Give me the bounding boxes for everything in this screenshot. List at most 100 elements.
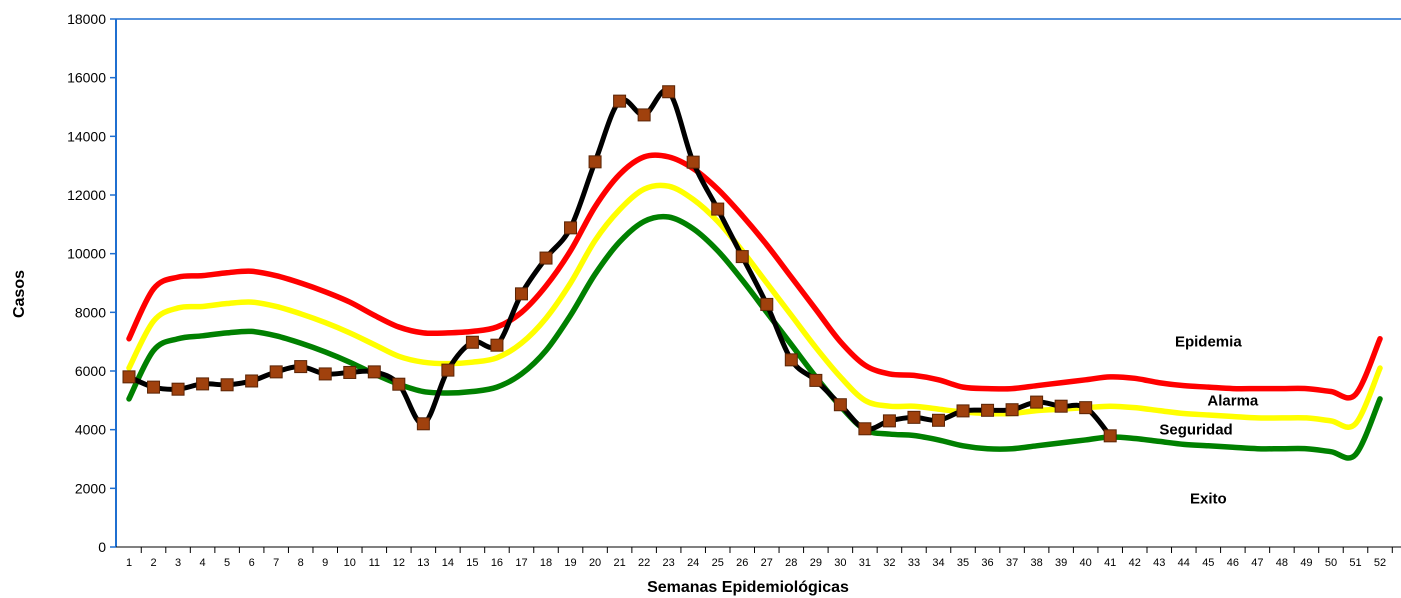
x-tick-label: 1 (126, 557, 132, 569)
y-tick-label: 4000 (75, 422, 106, 438)
casos-point (147, 380, 161, 394)
x-tick-label: 36 (981, 557, 993, 569)
casos-point (367, 365, 381, 379)
x-tick-label: 9 (322, 557, 328, 569)
x-tick-label: 49 (1300, 557, 1312, 569)
x-tick-label: 4 (200, 557, 206, 569)
x-tick-label: 38 (1030, 557, 1042, 569)
casos-point (809, 373, 823, 387)
x-tick-label: 19 (564, 557, 576, 569)
x-tick-label: 46 (1227, 557, 1239, 569)
x-tick-label: 3 (175, 557, 181, 569)
x-tick-label: 29 (810, 557, 822, 569)
casos-point (981, 403, 995, 417)
x-tick-label: 2 (150, 557, 156, 569)
casos-point (588, 155, 602, 169)
x-tick-label: 43 (1153, 557, 1165, 569)
casos-point (196, 377, 210, 391)
x-tick-label: 34 (932, 557, 944, 569)
casos-point (833, 398, 847, 412)
x-tick-label: 44 (1178, 557, 1190, 569)
zone-label-epidemia: Epidemia (1175, 334, 1242, 351)
alarma-series-line (126, 182, 1383, 430)
x-tick-label: 20 (589, 557, 601, 569)
x-tick-label: 27 (761, 557, 773, 569)
x-tick-label: 30 (834, 557, 846, 569)
casos-point (294, 360, 308, 374)
x-tick-label: 52 (1374, 557, 1386, 569)
casos-point (539, 251, 553, 265)
x-tick-label: 32 (883, 557, 895, 569)
casos-point (441, 363, 455, 377)
casos-point (1054, 399, 1068, 413)
x-tick-label: 11 (369, 557, 380, 569)
casos-point (735, 250, 749, 264)
x-tick-label: 6 (249, 557, 255, 569)
y-tick-label: 18000 (67, 11, 106, 27)
x-tick-label: 25 (712, 557, 724, 569)
casos-point (882, 414, 896, 428)
x-tick-label: 35 (957, 557, 969, 569)
x-tick-label: 18 (540, 557, 552, 569)
y-axis-ticks: 0 2000 4000 6000 8000 10000 12000 14000 16000 180… (67, 11, 116, 555)
casos-point (171, 382, 185, 396)
y-tick-label: 0 (98, 539, 106, 555)
casos-point (931, 413, 945, 427)
y-tick-label: 16000 (67, 70, 106, 86)
casos-point (1005, 403, 1019, 417)
casos-point (122, 370, 136, 384)
x-axis-title: Semanas Epidemiológicas (647, 579, 849, 596)
casos-point (392, 377, 406, 391)
casos-point (1030, 395, 1044, 409)
y-tick-label: 12000 (67, 187, 106, 203)
x-tick-label: 22 (638, 557, 650, 569)
y-tick-label: 2000 (75, 480, 106, 496)
chart-axes (115, 18, 1401, 548)
x-tick-label: 26 (736, 557, 748, 569)
x-tick-label: 16 (491, 557, 503, 569)
zone-label-alarma: Alarma (1207, 392, 1259, 409)
x-axis-ticks: 1 2 3 4 5 6 7 8 9 10 11 12 13 14 15 16 17 18 19 20 21 22 23 24 2… (126, 547, 1393, 569)
series-layer (126, 87, 1383, 461)
casos-point (318, 367, 332, 381)
casos-point (613, 94, 627, 108)
casos-point (269, 365, 283, 379)
x-tick-label: 41 (1104, 557, 1116, 569)
casos-point (784, 353, 798, 367)
x-tick-label: 48 (1276, 557, 1288, 569)
x-tick-label: 28 (785, 557, 797, 569)
y-axis-title: Casos (11, 270, 28, 318)
casos-point (858, 422, 872, 436)
x-tick-label: 51 (1349, 557, 1361, 569)
x-tick-label: 23 (663, 557, 675, 569)
x-tick-label: 31 (859, 557, 871, 569)
x-tick-label: 12 (393, 557, 405, 569)
x-tick-label: 8 (298, 557, 304, 569)
casos-point (564, 221, 578, 235)
casos-point (760, 297, 774, 311)
seguridad-series-line (126, 213, 1383, 461)
casos-point (1079, 401, 1093, 415)
x-tick-label: 37 (1006, 557, 1018, 569)
casos-point (343, 365, 357, 379)
casos-point (686, 155, 700, 169)
y-tick-label: 8000 (75, 304, 106, 320)
casos-point (662, 85, 676, 99)
y-tick-label: 14000 (67, 128, 106, 144)
casos-point (1103, 429, 1117, 443)
casos-point (416, 417, 430, 431)
zone-label-seguridad: Seguridad (1159, 422, 1232, 439)
zone-label-exito: Exito (1190, 491, 1227, 508)
x-tick-label: 33 (908, 557, 920, 569)
casos-point (637, 108, 651, 122)
y-tick-label: 10000 (67, 246, 106, 262)
x-tick-label: 45 (1202, 557, 1214, 569)
casos-point (711, 202, 725, 216)
x-tick-label: 10 (344, 557, 356, 569)
casos-point (514, 287, 528, 301)
casos-point (465, 335, 479, 349)
x-tick-label: 5 (224, 557, 230, 569)
x-tick-label: 15 (466, 557, 478, 569)
x-tick-label: 13 (417, 557, 429, 569)
x-tick-label: 14 (442, 557, 454, 569)
